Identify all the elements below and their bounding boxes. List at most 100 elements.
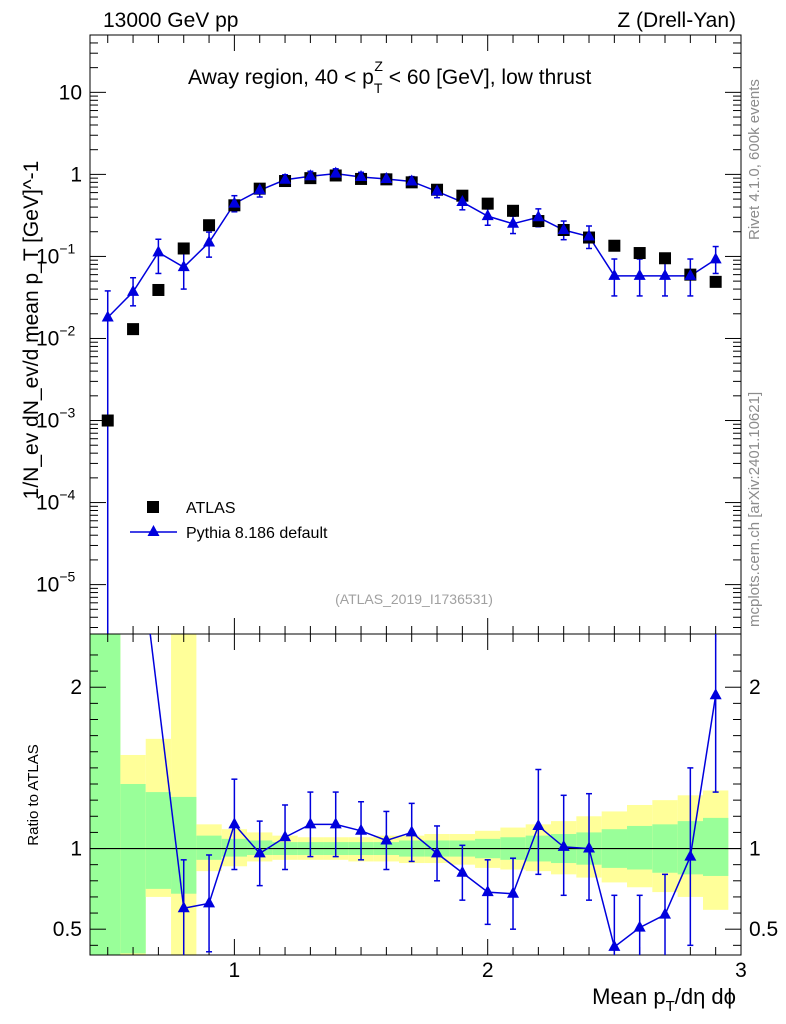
main-ytick-label: 10−5	[36, 569, 76, 597]
ratio-point	[557, 839, 570, 851]
pythia-point	[405, 174, 418, 186]
pythia-point	[203, 235, 216, 247]
main-ytick-label: 10−2	[36, 322, 76, 350]
pythia-point	[431, 184, 444, 196]
atlas-point	[507, 204, 520, 217]
pythia-line	[107, 172, 717, 319]
pythia-point	[355, 169, 368, 181]
pythia-point	[532, 210, 545, 222]
ratio-panel: 1 2 30.5 0.51 12 2	[53, 633, 778, 982]
legend: ATLAS Pythia 8.186 default	[130, 500, 328, 542]
main-ylabel: 1/N_ev dN_ev/d mean p_T [GeV]^-1	[20, 161, 43, 500]
ratio-point	[380, 833, 393, 845]
pythia-point	[659, 268, 672, 280]
ratio-point	[253, 846, 266, 858]
main-ylabel-text: 1/N_ev dN_ev/d mean p_T [GeV]^-1	[20, 161, 43, 500]
ratio-point	[532, 818, 545, 830]
ratio-point	[355, 823, 368, 835]
pythia-point	[481, 209, 494, 221]
ratio-point	[203, 896, 216, 908]
ratio-point	[329, 817, 342, 829]
subtitle-pre: Away region, 40 < p	[188, 66, 374, 89]
green-band-bin	[120, 784, 146, 954]
ratio-point	[279, 830, 292, 842]
mcplots-label: mcplots.cern.ch [arXiv:2401.10621]	[746, 391, 763, 627]
ratio-ylabel-text: Ratio to ATLAS	[25, 744, 42, 845]
xlabel-sub: T	[666, 998, 675, 1015]
atlas-point	[177, 242, 190, 255]
subtitle-sub: T	[374, 80, 383, 96]
ratio-ytick-label: 2	[70, 676, 82, 699]
xlabel-pre: Mean p	[592, 984, 665, 1009]
pythia-point	[456, 195, 469, 207]
pythia-point	[684, 268, 697, 280]
ratio-frame	[89, 633, 742, 956]
x-axis-label: Mean pT/dη dϕ	[592, 984, 736, 1015]
pythia-point	[329, 166, 342, 178]
pythia-point	[177, 260, 190, 272]
legend-pythia-marker	[147, 525, 160, 536]
pythia-point	[304, 169, 317, 181]
atlas-point	[152, 283, 165, 296]
main-ytick-label: 1	[70, 163, 82, 186]
pythia-point	[253, 183, 266, 195]
pythia-point	[709, 252, 722, 264]
legend-atlas-label: ATLAS	[186, 500, 236, 517]
main-ytick-label: 10	[59, 81, 82, 104]
energy-label: 13000 GeV pp	[103, 9, 238, 32]
atlas-point	[633, 247, 646, 260]
pythia-point	[507, 216, 520, 228]
x-tick-label: 2	[482, 959, 494, 982]
ratio-point	[228, 817, 241, 829]
pythia-point	[557, 222, 570, 234]
ratio-point	[583, 841, 596, 853]
legend-atlas-marker	[147, 501, 159, 513]
ratio-point	[456, 865, 469, 877]
ratio-ylabel: Ratio to ATLAS	[25, 744, 42, 845]
main-ytick-label: 10−1	[36, 240, 76, 268]
green-band-bin	[145, 792, 172, 889]
atlas-point	[127, 323, 140, 336]
green-band-bin	[90, 634, 121, 955]
pythia-point	[583, 229, 596, 241]
x-tick-label: 1	[229, 959, 241, 982]
pythia-point	[152, 245, 165, 257]
ratio-point	[608, 939, 621, 951]
main-panel: 10−5 10−4 10−3 10−2 10−1 1 10	[36, 34, 742, 635]
subtitle: Away region, 40 < pTZ < 60 [GeV], low th…	[188, 58, 591, 96]
ratio-point	[507, 886, 520, 898]
ratio-point	[481, 885, 494, 897]
atlas-point	[481, 197, 494, 210]
rivet-label: Rivet 4.1.0, 600k events	[746, 79, 763, 240]
xlabel-post: /dη dϕ	[675, 984, 736, 1009]
analysis-watermark: (ATLAS_2019_I1736531)	[335, 591, 493, 607]
ratio-point	[431, 846, 444, 858]
ratio-ytick-label-right: 2	[749, 676, 761, 699]
x-tick-label: 3	[735, 959, 747, 982]
ratio-point	[709, 688, 722, 700]
pythia-point	[633, 268, 646, 280]
pythia-point	[279, 172, 292, 184]
ratio-point	[659, 907, 672, 919]
atlas-point	[608, 239, 621, 252]
atlas-point	[101, 414, 114, 427]
ratio-point	[177, 901, 190, 913]
pythia-point	[101, 310, 114, 322]
atlas-point	[203, 219, 216, 232]
green-band-bin	[703, 817, 729, 876]
main-ytick-label: 10−3	[36, 405, 76, 433]
ratio-point	[304, 817, 317, 829]
ratio-offscale-line	[149, 633, 185, 909]
ratio-line	[183, 695, 717, 949]
pythia-point	[228, 196, 241, 208]
main-frame	[89, 34, 742, 635]
ratio-point	[633, 920, 646, 932]
ratio-ytick-label-right: 0.5	[749, 918, 778, 941]
ratio-point	[405, 825, 418, 837]
main-ytick-label: 10−4	[36, 487, 76, 515]
subtitle-sup: Z	[374, 58, 383, 74]
atlas-point	[659, 252, 672, 265]
pythia-point	[608, 268, 621, 280]
atlas-point	[709, 275, 722, 288]
